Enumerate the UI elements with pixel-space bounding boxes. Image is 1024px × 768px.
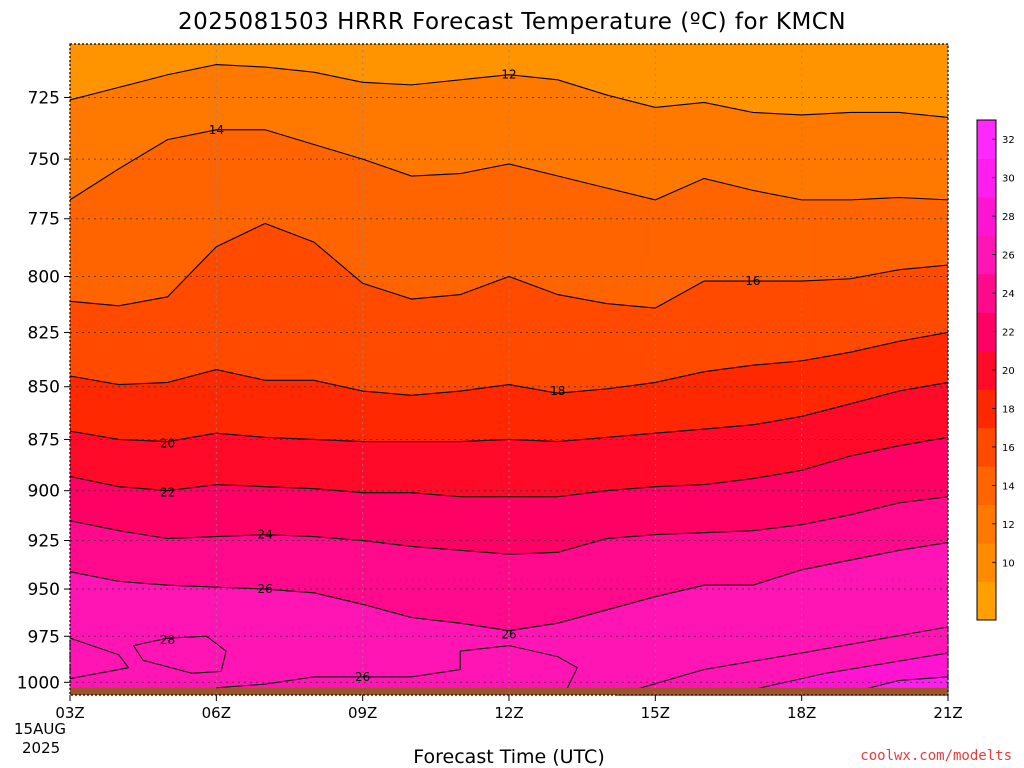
- y-tick-label-725: 725: [28, 88, 60, 108]
- y-tick-label-800: 800: [28, 267, 60, 287]
- colorbar-label-32: 32: [1002, 135, 1015, 146]
- contour-label-20: 20: [160, 437, 175, 451]
- chart-title: 2025081503 HRRR Forecast Temperature (ºC…: [178, 9, 846, 35]
- isotherm-12: [69, 63, 949, 118]
- colorbar-seg-32: [977, 120, 996, 159]
- colorbar-label-28: 28: [1002, 212, 1015, 223]
- y-tick-label-975: 975: [28, 627, 60, 647]
- x-date-year: 2025: [22, 739, 60, 757]
- colorbar-seg-20: [977, 350, 996, 390]
- x-tick-label-15Z: 15Z: [641, 704, 670, 722]
- band-above-26: [70, 542, 948, 695]
- y-tick-label-900: 900: [28, 482, 60, 502]
- colorbar-label-16: 16: [1002, 443, 1015, 454]
- credit-text[interactable]: coolwx.com/modelts: [860, 748, 1012, 764]
- plot-area: [69, 44, 949, 696]
- colorbar-label-20: 20: [1002, 366, 1015, 377]
- isotherm-contours: 12 14 16 18 20 22 24 26 28 26 26: [69, 63, 949, 689]
- contour-label-22: 22: [160, 486, 175, 500]
- x-axis-time: 03Z 06Z 09Z 12Z 15Z 18Z 21Z: [55, 695, 963, 722]
- contour-label-extra-2: 26: [355, 670, 370, 684]
- ground-surface: [70, 687, 948, 695]
- colorbar-legend: 10 12 14 16 18 20 22 24 26 28 30 32: [976, 119, 1015, 621]
- colorbar-label-24: 24: [1002, 289, 1015, 300]
- isotherm-14: [69, 129, 949, 201]
- colorbar-seg-16: [977, 427, 996, 467]
- colorbar-seg-26: [977, 235, 996, 275]
- isotherm-26-lower: [216, 645, 578, 689]
- x-tick-label-03Z: 03Z: [55, 704, 84, 722]
- isotherm-18: [69, 331, 949, 396]
- y-tick-label-825: 825: [28, 323, 60, 343]
- colorbar-label-26: 26: [1002, 251, 1015, 262]
- colorbar-seg-18: [977, 389, 996, 429]
- y-axis-pressure: 725 750 775 800 825 850 875 900 925 950 975 1000: [17, 88, 70, 693]
- y-tick-label-925: 925: [28, 532, 60, 552]
- y-tick-label-1000: 1000: [17, 673, 60, 693]
- x-tick-label-06Z: 06Z: [202, 704, 231, 722]
- contour-label-24: 24: [257, 528, 272, 542]
- colorbar-seg-28: [977, 196, 996, 236]
- x-tick-label-12Z: 12Z: [494, 704, 523, 722]
- contour-label-14: 14: [209, 123, 224, 137]
- isotherm-24: [69, 496, 949, 555]
- x-tick-label-09Z: 09Z: [348, 704, 377, 722]
- colorbar-label-12: 12: [1002, 520, 1015, 531]
- colorbar-seg-24: [977, 273, 996, 313]
- x-date-day: 15AUG: [14, 720, 66, 738]
- isotherm-26: [69, 541, 949, 632]
- colorbar-seg-10: [977, 543, 996, 583]
- isotherm-16: [69, 222, 949, 309]
- y-tick-label-875: 875: [28, 430, 60, 450]
- isotherm-22: [69, 436, 949, 498]
- contour-label-extra-0: 28: [160, 633, 175, 647]
- band-28-mid: [132, 635, 227, 674]
- colorbar-label-14: 14: [1002, 481, 1015, 492]
- contour-label-18: 18: [550, 384, 565, 398]
- y-tick-label-750: 750: [28, 150, 60, 170]
- y-tick-label-850: 850: [28, 378, 60, 398]
- contour-label-26: 26: [257, 582, 272, 596]
- colorbar-label-30: 30: [1002, 174, 1015, 185]
- colorbar-label-18: 18: [1002, 404, 1015, 415]
- x-tick-label-18Z: 18Z: [787, 704, 816, 722]
- isotherm-20: [69, 381, 949, 443]
- colorbar-seg-8: [977, 581, 996, 621]
- y-tick-label-775: 775: [28, 210, 60, 230]
- contour-label-16: 16: [745, 274, 760, 288]
- contour-label-12: 12: [501, 68, 516, 82]
- x-tick-label-21Z: 21Z: [933, 704, 962, 722]
- colorbar-label-22: 22: [1002, 328, 1015, 339]
- colorbar-seg-22: [977, 312, 996, 352]
- y-tick-label-950: 950: [28, 580, 60, 600]
- colorbar-seg-30: [977, 158, 996, 198]
- colorbar-label-10: 10: [1002, 558, 1015, 569]
- colorbar-seg-12: [977, 504, 996, 544]
- x-axis-label: Forecast Time (UTC): [413, 746, 604, 768]
- contour-label-extra-1: 26: [501, 627, 516, 641]
- colorbar-seg-14: [977, 466, 996, 506]
